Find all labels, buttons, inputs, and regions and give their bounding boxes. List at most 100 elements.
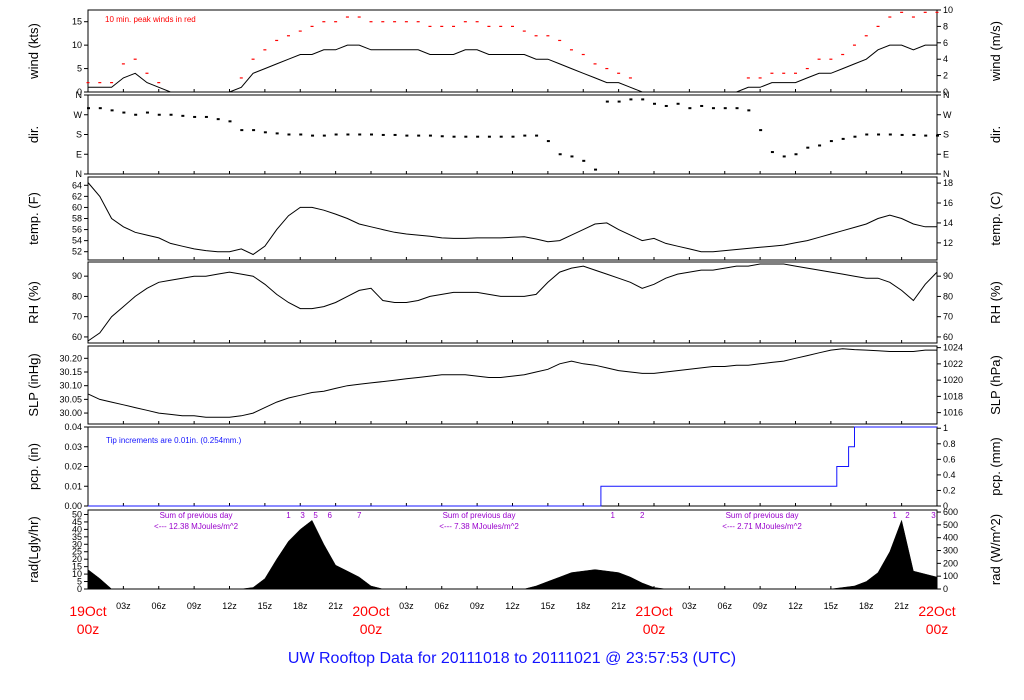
wind-left-tick-label: 15 <box>72 17 82 27</box>
dir-right-tick-label: S <box>943 130 949 140</box>
rad-sum-label-1: Sum of previous day <box>443 511 516 520</box>
pcp-right-tick-label: 0.6 <box>943 454 956 464</box>
rad-event-marker: 6 <box>328 511 333 520</box>
dir-point <box>535 134 539 137</box>
hour-tick-label: 12z <box>505 601 520 611</box>
wind-left-tick-label: 0 <box>77 87 82 97</box>
dir-point <box>641 98 645 101</box>
hour-tick-label: 18z <box>859 601 874 611</box>
rad-event-marker: 3 <box>931 511 936 520</box>
dir-point <box>216 118 220 121</box>
rad-left-tick-label: 20 <box>72 554 82 564</box>
pcp-ylabel-left: pcp. (in) <box>26 443 41 490</box>
hour-tick-label: 09z <box>470 601 485 611</box>
pcp-left-tick-label: 0.01 <box>64 481 82 491</box>
dir-point <box>629 98 633 101</box>
dir-point <box>440 135 444 138</box>
dir-point <box>346 133 350 136</box>
dir-point <box>617 100 621 103</box>
dir-left-tick-label: N <box>76 90 83 100</box>
day-label: 21Oct <box>635 603 672 619</box>
rad-left-tick-label: 50 <box>72 509 82 519</box>
wind-right-tick-label: 2 <box>943 71 948 81</box>
day-label: 19Oct <box>69 603 106 619</box>
rad-sum-label-1: Sum of previous day <box>160 511 233 520</box>
dir-point <box>240 129 244 132</box>
dir-point <box>688 107 692 110</box>
pcp-left-tick-label: 0.02 <box>64 462 82 472</box>
hour-tick-label: 03z <box>682 601 697 611</box>
pcp-annotation: Tip increments are 0.01in. (0.254mm.) <box>106 436 242 445</box>
hour-tick-label: 03z <box>399 601 414 611</box>
temp-right-tick-label: 12 <box>943 238 953 248</box>
dir-point <box>570 155 574 158</box>
day-time-label: 00z <box>926 621 949 637</box>
rad-right-tick-label: 300 <box>943 546 958 556</box>
footer-title: UW Rooftop Data for 20111018 to 20111021… <box>287 650 737 667</box>
dir-left-tick-label: S <box>76 130 82 140</box>
temp-left-tick-label: 54 <box>72 236 82 246</box>
dir-point <box>98 107 102 110</box>
dir-point <box>558 153 562 156</box>
temp-left-tick-label: 52 <box>72 247 82 257</box>
hour-tick-label: 09z <box>753 601 768 611</box>
pcp-right-tick-label: 1 <box>943 423 948 433</box>
rad-event-marker: 7 <box>357 511 362 520</box>
slp-left-tick-label: 30.10 <box>59 381 82 391</box>
dir-point <box>829 140 833 143</box>
dir-point <box>582 159 586 162</box>
pcp-line <box>88 426 937 507</box>
rh-right-tick-label: 60 <box>943 332 953 342</box>
wind-ylabel-left: wind (kts) <box>26 23 41 80</box>
dir-point <box>275 132 279 135</box>
rh-line <box>87 263 938 342</box>
rad-event-marker: 2 <box>905 511 910 520</box>
rad-left-tick-label: 5 <box>77 577 82 587</box>
dir-point <box>405 134 409 137</box>
dir-point <box>145 111 149 114</box>
rad-right-tick-label: 100 <box>943 571 958 581</box>
slp-right-tick-label: 1022 <box>943 359 963 369</box>
wind-right-tick-label: 6 <box>943 38 948 48</box>
temp-left-tick-label: 56 <box>72 225 82 235</box>
slp-right-tick-label: 1020 <box>943 375 963 385</box>
pcp-right-tick-label: 0.2 <box>943 485 956 495</box>
temp-panel-frame <box>87 176 938 261</box>
rh-right-tick-label: 70 <box>943 312 953 322</box>
dir-ylabel-right: dir. <box>988 126 1003 143</box>
rh-left-tick-label: 90 <box>72 271 82 281</box>
hour-tick-label: 06z <box>717 601 732 611</box>
temp-left-tick-label: 64 <box>72 180 82 190</box>
rad-right-tick-label: 0 <box>943 584 948 594</box>
wind-annotation: 10 min. peak winds in red <box>105 15 196 24</box>
dir-point <box>770 151 774 154</box>
rad-event-marker: 3 <box>300 511 305 520</box>
wind-right-tick-label: 8 <box>943 21 948 31</box>
dir-right-tick-label: W <box>943 110 952 120</box>
rad-left-tick-label: 45 <box>72 517 82 527</box>
slp-ylabel-right: SLP (hPa) <box>988 355 1003 415</box>
dir-point <box>511 135 515 138</box>
rad-event-marker: 1 <box>286 511 291 520</box>
dir-point <box>358 133 362 136</box>
rad-sum-label-2: <--- 12.38 MJoules/m^2 <box>154 522 239 531</box>
hour-tick-label: 06z <box>151 601 166 611</box>
dir-point <box>252 129 256 132</box>
slp-left-tick-label: 30.00 <box>59 408 82 418</box>
dir-point <box>393 133 397 136</box>
wind-line <box>88 44 937 93</box>
dir-point <box>888 133 892 136</box>
slp-line <box>87 348 937 418</box>
hour-tick-label: 18z <box>576 601 591 611</box>
hour-tick-label: 06z <box>434 601 449 611</box>
dir-left-tick-label: E <box>76 149 82 159</box>
rad-left-tick-label: 25 <box>72 547 82 557</box>
rad-sum-label-1: Sum of previous day <box>726 511 799 520</box>
dir-point <box>499 135 503 138</box>
dir-point <box>912 133 916 136</box>
dir-point <box>594 168 598 171</box>
day-label: 22Oct <box>918 603 955 619</box>
day-time-label: 00z <box>77 621 100 637</box>
dir-point <box>605 100 609 103</box>
